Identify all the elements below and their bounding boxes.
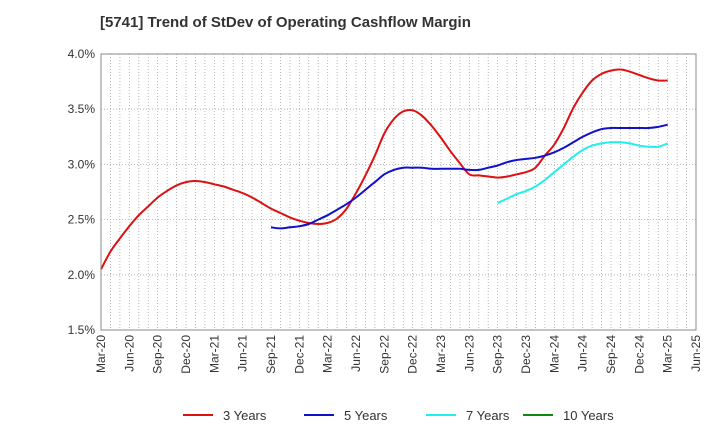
x-tick-label: Sep-23 (491, 335, 505, 374)
x-tick-label: Mar-20 (94, 335, 108, 373)
legend-label-5-years: 5 Years (344, 408, 388, 423)
series-line-3-years (100, 68, 668, 270)
y-tick-label: 4.0% (68, 47, 96, 61)
x-tick-label: Dec-24 (632, 335, 646, 374)
y-tick-label: 3.5% (68, 102, 96, 116)
x-tick-label: Jun-23 (462, 335, 476, 372)
legend-label-10-years: 10 Years (563, 408, 614, 423)
y-tick-label: 1.5% (68, 323, 96, 337)
x-tick-label: Sep-20 (151, 335, 165, 374)
y-tick-label: 2.5% (68, 213, 96, 227)
x-tick-label: Sep-24 (604, 335, 618, 374)
y-tick-label: 2.0% (68, 268, 96, 282)
plot-area (101, 54, 696, 330)
series-lines (100, 68, 669, 270)
x-tick-label: Jun-25 (689, 335, 703, 372)
legend-label-7-years: 7 Years (466, 408, 510, 423)
x-tick-label: Dec-20 (179, 335, 193, 374)
chart-title: [5741] Trend of StDev of Operating Cashf… (100, 14, 471, 31)
x-tick-label: Sep-21 (264, 335, 278, 374)
x-tick-label: Sep-22 (377, 335, 391, 374)
x-tick-label: Mar-22 (321, 335, 335, 373)
y-tick-label: 3.0% (68, 157, 96, 171)
x-tick-label: Dec-22 (406, 335, 420, 374)
x-tick-label: Mar-24 (547, 335, 561, 373)
x-tick-label: Jun-20 (122, 335, 136, 372)
x-tick-label: Jun-21 (236, 335, 250, 372)
x-tick-label: Dec-21 (292, 335, 306, 374)
x-tick-label: Jun-24 (576, 335, 590, 372)
axes: 1.5% 2.0% 2.5% 3.0% 3.5% 4.0% Mar-20 Jun-20 Sep-… (68, 47, 703, 374)
series-line-7-years (497, 141, 669, 204)
legend: 3 Years 5 Years 7 Years 10 Years (183, 408, 614, 423)
x-tick-label: Mar-21 (207, 335, 221, 373)
x-tick-label: Dec-23 (519, 335, 533, 374)
x-tick-label: Jun-22 (349, 335, 363, 372)
x-tick-label: Mar-25 (661, 335, 675, 373)
plot-border (100, 53, 697, 331)
x-tick-label: Mar-23 (434, 335, 448, 373)
legend-label-3-years: 3 Years (223, 408, 267, 423)
series-line-5-years (270, 123, 668, 230)
